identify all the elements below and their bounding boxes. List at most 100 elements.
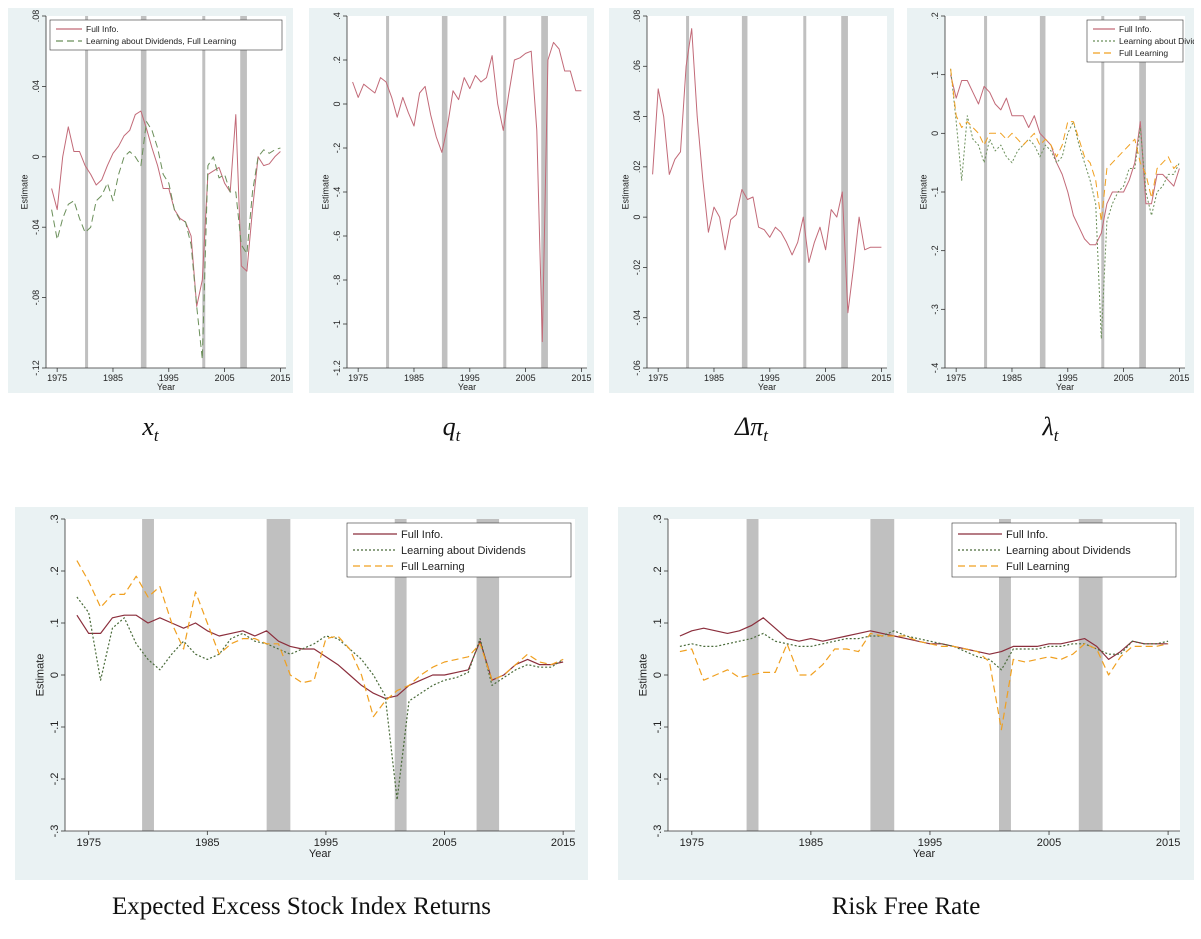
- series-line-1: [679, 630, 1169, 671]
- series-line-1: [51, 121, 281, 360]
- x-axis-title: Year: [758, 382, 776, 392]
- y-tick-label: -1.2: [332, 360, 342, 376]
- series-line-0: [51, 110, 281, 307]
- chart-lambda: .2 .1 0 -.1 -.2 -.3 -.4 1975 1985 1995 2005 2015 Yea…: [918, 12, 1194, 392]
- y-tick-label: -.4: [930, 363, 940, 374]
- x-axis-title: Year: [157, 382, 175, 392]
- y-tick-label: -.1: [930, 187, 940, 198]
- x-axis-title: Year: [458, 382, 476, 392]
- recession-bar: [803, 16, 807, 368]
- legend-label: Learning about Dividends: [401, 545, 526, 557]
- plot-area: [945, 16, 1185, 368]
- y-tick-label: .1: [930, 71, 940, 79]
- x-tick-label: 2005: [516, 373, 536, 383]
- x-tick-label: 1985: [799, 837, 823, 849]
- y-tick-label: -.06: [632, 360, 642, 376]
- legend-box: [346, 522, 572, 578]
- y-tick-label: -1: [332, 320, 342, 328]
- y-axis-title: Estimate: [320, 174, 330, 209]
- y-tick-label: -.1: [49, 721, 61, 734]
- x-tick-label: 2015: [1156, 837, 1180, 849]
- x-tick-label: 1975: [76, 837, 100, 849]
- x-tick-label: 1985: [1002, 373, 1022, 383]
- y-tick-label: 0: [49, 672, 61, 678]
- x-tick-label: 1995: [760, 373, 780, 383]
- recession-bar: [266, 519, 291, 831]
- y-tick-label: -.2: [652, 773, 664, 786]
- y-axis-title: Estimate: [918, 174, 928, 209]
- x-tick-label: 2015: [871, 373, 891, 383]
- y-tick-label: -.1: [652, 721, 664, 734]
- recession-bar: [394, 519, 407, 831]
- y-tick-label: .08: [31, 10, 41, 23]
- recession-bar: [1078, 519, 1103, 831]
- y-tick-label: 0: [31, 154, 41, 159]
- x-tick-label: 2005: [1037, 837, 1061, 849]
- legend-label: Full Info.: [1119, 24, 1152, 34]
- y-tick-label: .3: [652, 514, 664, 523]
- recession-bar: [142, 519, 154, 831]
- y-tick-label: -.12: [31, 360, 41, 376]
- y-tick-label: -.6: [332, 231, 342, 242]
- recession-bar: [386, 16, 390, 368]
- y-axis-title: Estimate: [35, 654, 47, 697]
- x-tick-label: 1975: [47, 373, 67, 383]
- legend-label: Full Info.: [401, 529, 443, 541]
- caption-q: qt: [442, 412, 461, 446]
- chart-panel-dpi: .08 .06 .04 .02 0 -.02 -.04 -.06 1975 1985 1995 200…: [609, 8, 894, 393]
- y-tick-label: -.2: [332, 143, 342, 154]
- caption-lambda: λt: [1042, 412, 1059, 446]
- chart-panel-rf: .3 .2 .1 0 -.1 -.2 -.3 1975 1985 1995 2005 2015 Year…: [618, 507, 1194, 880]
- series-line-2: [679, 632, 1169, 731]
- recession-bar: [984, 16, 988, 368]
- x-tick-label: 1975: [348, 373, 368, 383]
- chart-panel-stock: .3 .2 .1 0 -.1 -.2 -.3 1975 1985 1995 2005 2015 Year…: [15, 507, 588, 880]
- recession-bar: [870, 519, 895, 831]
- y-tick-label: 0: [332, 101, 342, 106]
- y-tick-label: -.2: [930, 245, 940, 256]
- x-tick-label: 2005: [432, 837, 456, 849]
- recession-bar: [240, 16, 247, 368]
- legend-label: Learning about Dividends: [1119, 36, 1194, 46]
- legend-label: Full Learning: [1119, 48, 1168, 58]
- y-tick-label: .2: [49, 566, 61, 575]
- y-tick-label: .04: [31, 80, 41, 93]
- x-tick-label: 2015: [551, 837, 575, 849]
- legend-label: Learning about Dividends, Full Learning: [86, 36, 237, 46]
- y-tick-label: 0: [930, 131, 940, 136]
- plot-area: [46, 16, 286, 368]
- y-tick-label: -.04: [632, 310, 642, 326]
- series-line-0: [652, 28, 882, 314]
- x-tick-label: 1995: [1058, 373, 1078, 383]
- x-tick-label: 1995: [460, 373, 480, 383]
- legend-box: [49, 19, 283, 51]
- x-tick-label: 1985: [103, 373, 123, 383]
- x-axis-title: Year: [309, 848, 332, 860]
- recession-bar: [202, 16, 206, 368]
- x-tick-label: 1995: [918, 837, 942, 849]
- x-tick-label: 1985: [704, 373, 724, 383]
- x-tick-label: 1995: [314, 837, 338, 849]
- chart-x: .08 .04 0 -.04 -.08 -.12 1975 1985 1995 2005 2015 Y…: [19, 10, 290, 392]
- y-tick-label: -.8: [332, 275, 342, 286]
- x-tick-label: 2015: [1169, 373, 1189, 383]
- recession-bar: [541, 16, 548, 368]
- plot-area: [347, 16, 587, 368]
- y-tick-label: -.3: [652, 825, 664, 838]
- y-tick-label: .2: [652, 566, 664, 575]
- recession-bar: [476, 519, 500, 831]
- y-axis-title: Estimate: [638, 654, 650, 697]
- x-tick-label: 1985: [404, 373, 424, 383]
- caption-stock: Expected Excess Stock Index Returns: [111, 893, 492, 920]
- chart-panel-lambda: .2 .1 0 -.1 -.2 -.3 -.4 1975 1985 1995 2005 2015 Yea…: [907, 8, 1194, 393]
- y-tick-label: -.3: [930, 304, 940, 315]
- recession-bar: [686, 16, 690, 368]
- x-tick-label: 1975: [648, 373, 668, 383]
- y-tick-label: .3: [49, 514, 61, 523]
- y-tick-label: .04: [632, 110, 642, 123]
- y-tick-label: .1: [652, 618, 664, 627]
- y-tick-label: -.02: [632, 260, 642, 276]
- series-line-0: [950, 74, 1180, 246]
- recession-bar: [441, 16, 448, 368]
- x-tick-label: 1975: [946, 373, 966, 383]
